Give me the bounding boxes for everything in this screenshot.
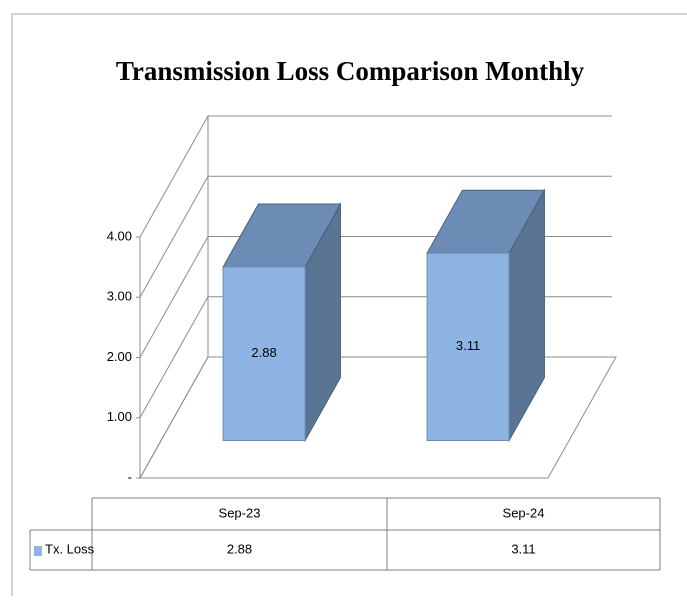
bar <box>426 252 510 441</box>
legend-swatch <box>34 546 42 556</box>
bar <box>222 266 306 441</box>
x-tick-label: Sep-23 <box>219 505 261 520</box>
x-tick-label: Sep-24 <box>503 505 545 520</box>
chart-frame <box>11 13 687 601</box>
table-value: 2.88 <box>227 541 252 556</box>
y-tick-label: 4.00 <box>107 228 132 243</box>
chart-title: Transmission Loss Comparison Monthly <box>116 56 585 86</box>
y-tick-label: 3.00 <box>107 289 132 304</box>
grid-line <box>139 115 612 238</box>
data-label: 3.11 <box>456 338 480 353</box>
data-label: 2.88 <box>251 345 276 360</box>
y-tick-label: 1.00 <box>107 409 132 424</box>
grid-line <box>139 175 612 298</box>
y-tick-label: 2.00 <box>107 349 132 364</box>
y-tick-label: - <box>128 469 132 484</box>
legend-label: Tx. Loss <box>45 541 95 556</box>
table-value: 3.11 <box>511 541 535 556</box>
